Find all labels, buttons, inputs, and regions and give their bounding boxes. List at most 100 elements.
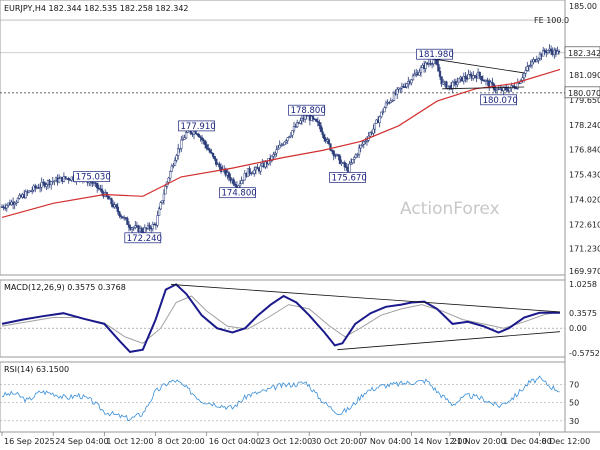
macd-tick-label: 1.0258	[569, 280, 597, 289]
candle-body	[243, 173, 246, 181]
pivot-label-box	[288, 104, 325, 116]
candle-body	[273, 152, 277, 155]
candle-body	[64, 176, 67, 179]
macd-panel: 1.0258 0.3575 0.00 -0.5752	[0, 280, 600, 358]
candle-body	[472, 75, 475, 79]
candle-body	[156, 215, 159, 226]
candle-body	[184, 132, 188, 139]
candle-body	[440, 76, 443, 85]
candle-body	[100, 188, 104, 193]
candle-body	[183, 137, 186, 140]
time-tick-label: 30 Oct 20:00	[311, 437, 363, 446]
candle-body	[438, 71, 442, 77]
price-panel-title: EURJPY,H4 182.344 182.535 182.258 182.34…	[4, 4, 189, 13]
candle-body	[542, 49, 545, 57]
pivot-label: 172.240	[127, 234, 162, 244]
fe-label: FE 100.0	[534, 16, 569, 25]
candle-body	[162, 193, 166, 201]
candle-body	[329, 143, 332, 151]
candle-body	[549, 48, 553, 52]
candle-body	[115, 204, 118, 208]
candle-body	[505, 87, 508, 91]
macd-upper-trendline	[170, 284, 561, 313]
candle-body	[173, 160, 177, 166]
candle-body	[508, 88, 511, 92]
candle-body	[227, 172, 231, 178]
candle-body	[234, 184, 237, 187]
candle-body	[516, 82, 519, 89]
candle-body	[207, 148, 210, 151]
price-tick-label: 169.970	[569, 267, 600, 276]
candle-body	[5, 204, 8, 209]
time-tick-label: 14 Nov 12:00	[414, 437, 468, 446]
macd-tick-label: 0.00	[569, 324, 587, 333]
pivot-label: 174.800	[222, 189, 257, 199]
candle-body	[284, 140, 288, 143]
candle-body	[107, 196, 110, 200]
price-tick-label: 176.840	[569, 146, 600, 155]
candle-body	[334, 155, 337, 157]
triangle-lower-line	[442, 86, 525, 90]
candle-body	[424, 62, 427, 69]
candle-body	[419, 67, 423, 73]
candle-body	[159, 202, 162, 210]
candle-body	[430, 63, 434, 65]
triangle-upper-line	[434, 58, 525, 74]
pivot-label: 180.070	[483, 96, 518, 106]
candle-body	[292, 126, 296, 131]
candle-body	[24, 191, 27, 198]
candle-body	[556, 50, 559, 55]
macd-tick-label: -0.5752	[569, 349, 600, 358]
pivot-label-box	[329, 172, 366, 183]
candle-body	[275, 149, 278, 154]
candle-body	[473, 75, 477, 77]
candle-body	[181, 139, 185, 141]
candle-body	[296, 122, 299, 127]
pivot-label: 177.910	[181, 122, 216, 132]
candle-body	[319, 125, 323, 132]
candle-body	[526, 66, 529, 71]
last-price-tag	[564, 46, 600, 59]
candle-body	[202, 139, 205, 142]
candle-body	[380, 111, 383, 118]
price-tick-label: 178.240	[569, 121, 600, 130]
pivot-label-box	[416, 48, 453, 60]
candle-body	[332, 150, 335, 156]
time-tick-label: 8 Dec 12:00	[542, 437, 591, 446]
rsi-tick-label: 50	[569, 399, 579, 408]
candle-body	[172, 165, 175, 167]
candle-body	[211, 153, 215, 157]
candle-body	[118, 211, 121, 216]
candle-body	[151, 224, 154, 230]
candle-body	[299, 120, 302, 124]
candle-body	[148, 224, 151, 229]
rsi-line	[1, 375, 560, 422]
candle-body	[362, 141, 365, 145]
candle-body	[478, 71, 481, 77]
time-tick-label: 16 Oct 04:00	[209, 437, 261, 446]
pivot-label-box	[124, 232, 162, 244]
candle-body	[31, 189, 34, 192]
price-tick-label: 179.650	[569, 96, 600, 105]
candle-body	[110, 198, 113, 205]
candle-body	[270, 155, 273, 162]
price-tick-label: 171.230	[569, 245, 600, 254]
candle-body	[34, 185, 37, 189]
candle-body	[373, 122, 377, 130]
candle-body	[57, 178, 61, 183]
candle-body	[2, 206, 5, 208]
candle-body	[491, 81, 494, 85]
candle-body	[546, 50, 550, 53]
candle-body	[321, 131, 324, 135]
candle-body	[456, 82, 459, 85]
candle-body	[318, 122, 321, 127]
candle-body	[45, 184, 48, 187]
candle-body	[180, 139, 183, 149]
time-tick-label: 16 Sep 2025	[4, 437, 55, 446]
candle-body	[389, 100, 392, 103]
candle-body	[251, 172, 254, 175]
candle-body	[229, 177, 232, 181]
candle-body	[197, 134, 200, 138]
time-axis: 16 Sep 2025 24 Sep 04:001 Oct 12:00 8 Oct …	[1, 432, 591, 446]
last-price-tag-label: 182.342	[568, 49, 600, 58]
